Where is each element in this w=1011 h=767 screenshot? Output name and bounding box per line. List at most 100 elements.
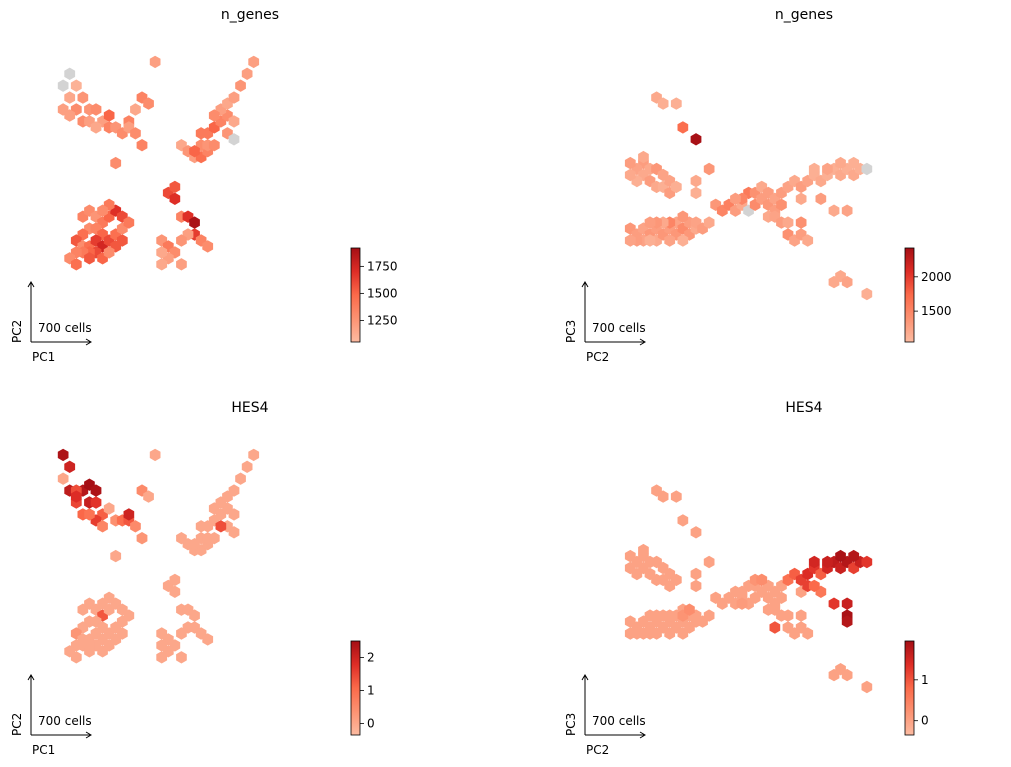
hexbin-cell (97, 520, 108, 533)
hexbin-cell (677, 210, 689, 223)
hexbin-cell (228, 508, 240, 521)
hexbin-cell (123, 216, 135, 229)
hexbin-cell (841, 275, 853, 289)
hexbin-cell (103, 502, 115, 515)
hexbin-cell (782, 216, 794, 229)
colorbar-tick-label: 1500 (921, 304, 952, 318)
hexbin-cell (189, 216, 200, 229)
hexbin-cell (822, 555, 833, 569)
axis-arrows (27, 674, 92, 739)
hexbin-cell (189, 609, 200, 622)
colorbar-tick-label: 1 (921, 673, 929, 687)
hexbin-cell (703, 162, 715, 176)
y-axis-label: PC2 (10, 319, 24, 343)
hexbin-cell (123, 609, 135, 622)
colorbar-tick-label: 2000 (921, 270, 952, 284)
hexbin-cell (90, 103, 102, 116)
hexbin-cell (235, 79, 246, 92)
hexbin-cell (644, 234, 656, 247)
hexbin-cell (169, 573, 181, 587)
hexbin-cell (130, 103, 141, 116)
hexbin-cell (70, 651, 82, 664)
hexbin-cell (730, 192, 741, 205)
hexbin-cell (208, 532, 220, 545)
hexbin-cell (64, 91, 76, 104)
hexbin-cell (782, 609, 794, 622)
hexbin-cell (176, 651, 187, 664)
x-axis-arrow-head (85, 731, 92, 739)
hexbin-cell (848, 156, 860, 170)
x-axis-arrow-head (639, 338, 646, 346)
hexbin-cell (677, 234, 689, 247)
hexbin-cell (156, 651, 168, 664)
hexbin-cell (624, 627, 636, 640)
hexbin-cell (808, 162, 820, 176)
hexbin-cell (70, 79, 82, 92)
hexbin-cell (202, 633, 214, 646)
hexbin-cell (169, 192, 181, 205)
plot-title: HES4 (785, 400, 823, 416)
hexbin-cell (657, 490, 669, 503)
hexbin-cell (841, 615, 853, 628)
hexbin-cell (90, 496, 102, 509)
colorbar-tick-label: 1500 (367, 286, 398, 300)
plot-title: n_genes (774, 7, 834, 23)
hexbin-cell (215, 520, 227, 533)
hexbin-cell (690, 133, 702, 146)
hexbin-cell (77, 91, 89, 104)
hexbin-cell (815, 192, 827, 205)
hexbin-cell (103, 246, 115, 259)
hexbin-cell (624, 168, 636, 182)
colorbar-tick-label: 0 (921, 714, 929, 728)
hexbin-cell (228, 91, 240, 104)
colorbar-gradient (904, 247, 915, 343)
hexbin-cell (861, 555, 873, 569)
hexbin-cell (684, 603, 695, 616)
hexbin-cell (149, 55, 161, 69)
colorbar: 0 1 2 (350, 640, 375, 736)
colorbar-gradient (904, 640, 915, 736)
hexbin-cell (677, 121, 689, 134)
hexbin-cell (97, 597, 108, 610)
hexbin-cell (195, 127, 207, 140)
hexbin-cell (769, 621, 781, 634)
hexbin-layer (57, 55, 260, 271)
hexbin-cell (103, 109, 115, 122)
hexbin-cell (64, 67, 76, 80)
hexbin-cell (103, 639, 115, 652)
hexbin-cell (228, 115, 240, 128)
colorbar: 1250 1500 1750 (350, 247, 398, 343)
hexbin-cell (795, 216, 807, 229)
hexbin-cell (690, 526, 702, 539)
hexbin-cell (176, 258, 187, 271)
hexbin-cell (84, 508, 95, 521)
hexbin-cell (70, 258, 82, 271)
scatter-plot-area: 0 1 2 (27, 448, 375, 739)
hexbin-cell (776, 591, 787, 604)
hexbin-cell (156, 639, 168, 652)
hexbin-cell (848, 549, 860, 563)
hexbin-cell (657, 97, 669, 110)
hexbin-cell (841, 204, 853, 217)
hexbin-cell (644, 627, 656, 640)
hexbin-cell (638, 543, 649, 557)
axis-arrows (27, 281, 92, 346)
hexbin-cell (57, 472, 69, 485)
hexbin-cell (136, 532, 148, 545)
hexbin-cell (795, 192, 807, 205)
hexbin-cell (248, 448, 260, 462)
axis-arrows (581, 281, 646, 346)
hexbin-cell (130, 127, 141, 140)
hexbin-cell (690, 567, 702, 581)
hexbin-cell (835, 549, 846, 563)
hexbin-cell (228, 526, 240, 539)
hexbin-cell (156, 246, 168, 259)
cell-count-label: 700 cells (592, 321, 646, 335)
colorbar-tick-label: 1250 (367, 313, 398, 327)
x-axis-label: PC1 (32, 350, 56, 364)
hexbin-cell (664, 627, 676, 640)
hexbin-cell (110, 156, 122, 170)
colorbar-gradient (350, 247, 361, 343)
hexbin-cell (624, 234, 636, 247)
hexbin-cell (97, 204, 108, 217)
